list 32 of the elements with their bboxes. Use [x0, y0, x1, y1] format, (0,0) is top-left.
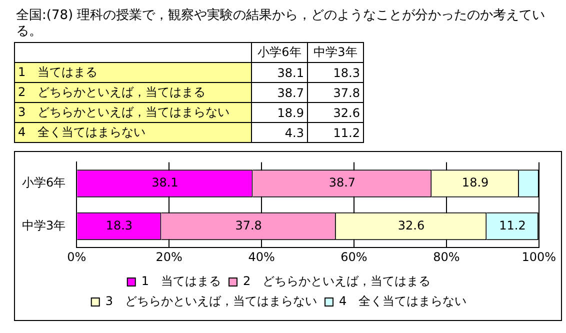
- data-label: 18.9: [462, 176, 489, 190]
- data-label: 38.1: [152, 176, 178, 190]
- legend-label: 3 どちらかといえば，当てはまらない: [14, 102, 252, 122]
- legend-label: 2 どちらかといえば，当てはまる: [243, 274, 431, 288]
- data-label: 32.6: [398, 218, 425, 232]
- data-label: 18.9: [252, 102, 308, 122]
- text: 4 全く当てはまらない: [14, 122, 252, 142]
- data-label: 11.2: [308, 122, 364, 142]
- x-tick-label: 80%: [433, 250, 460, 264]
- category-label: 中学3年: [308, 42, 364, 62]
- legend-label: 3 どちらかといえば，当てはまらない: [105, 294, 318, 308]
- x-tick-label: 40%: [248, 250, 275, 264]
- data-label: 38.7: [252, 82, 308, 102]
- data-label: 18.3: [308, 62, 364, 82]
- data-label: 32.6: [308, 102, 364, 122]
- text: 2 どちらかといえば，当てはまる: [14, 82, 252, 102]
- data-label: 18.3: [106, 218, 133, 232]
- data-label: 11.2: [499, 218, 526, 232]
- category-label: 小学6年: [252, 42, 308, 62]
- data-label: 38.1: [252, 62, 308, 82]
- x-tick-label: 60%: [340, 250, 368, 264]
- x-tick-label: 0%: [67, 250, 86, 264]
- legend-label: 1 当てはまる: [141, 274, 222, 288]
- data-label: 37.8: [308, 82, 364, 102]
- text: 1 当てはまる: [14, 62, 252, 82]
- data-label: 38.7: [328, 176, 356, 190]
- text: 全国:(78) 理科の授業で，観察や実験の結果から，どのようなことが分かったのか考えている。: [15, 8, 546, 40]
- data-label: 4.3: [252, 122, 308, 142]
- x-tick-label: 100%: [522, 250, 556, 264]
- legend-label: 4 全く当てはまらない: [339, 294, 467, 308]
- data-label: 37.8: [235, 218, 262, 232]
- x-tick-label: 20%: [156, 250, 182, 264]
